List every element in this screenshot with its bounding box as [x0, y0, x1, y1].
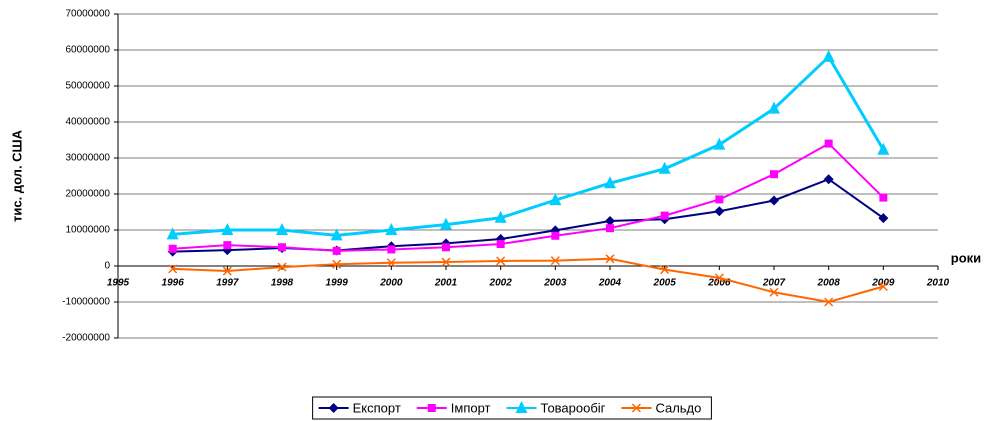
x-tick-label: 1996: [162, 278, 185, 289]
y-tick-label: 50000000: [66, 81, 111, 92]
x-tick-label: 1999: [326, 278, 349, 289]
marker: [427, 404, 436, 412]
marker: [714, 273, 724, 283]
line: [172, 142, 885, 252]
marker: [768, 101, 780, 114]
y-tick-label: 60000000: [66, 45, 111, 56]
marker: [494, 210, 507, 223]
x-tick-label: 2004: [598, 278, 622, 289]
marker: [440, 217, 452, 230]
series: [168, 254, 888, 307]
legend-item: Сальдо: [621, 400, 701, 415]
marker: [878, 281, 888, 292]
marker: [549, 193, 562, 206]
legend-item: Імпорт: [416, 400, 491, 415]
marker: [496, 240, 505, 249]
legend-label: Експорт: [353, 400, 401, 415]
marker: [223, 241, 232, 250]
series: [167, 174, 889, 257]
marker: [822, 49, 835, 62]
y-tick-label: -20000000: [62, 333, 110, 344]
marker: [332, 259, 342, 269]
marker: [278, 243, 286, 252]
marker: [604, 176, 616, 189]
marker: [605, 216, 615, 226]
marker: [386, 258, 396, 268]
marker: [515, 401, 528, 413]
x-tick-label: 2000: [379, 278, 403, 289]
legend-item: Експорт: [318, 400, 401, 415]
marker: [168, 244, 177, 253]
y-tick-label: 10000000: [66, 225, 111, 236]
marker: [442, 243, 450, 252]
marker: [332, 246, 341, 255]
marker: [606, 224, 614, 233]
marker: [660, 265, 670, 275]
x-tick-label: 2003: [543, 278, 567, 289]
marker: [714, 206, 725, 217]
marker: [658, 161, 671, 174]
y-tick-label: 0: [104, 261, 110, 272]
marker: [441, 257, 451, 267]
legend: Експорт Імпорт Товарообіг Сальдо: [312, 396, 712, 420]
marker: [631, 403, 641, 413]
x-tick-label: 2008: [817, 278, 841, 289]
y-tick-label: 20000000: [66, 189, 111, 200]
x-tick-label: 2005: [653, 278, 677, 289]
marker: [824, 297, 834, 307]
marker: [385, 223, 398, 235]
x-tick-label: 2002: [489, 278, 513, 289]
marker: [824, 139, 833, 148]
x-axis-label: роки: [951, 250, 981, 265]
marker: [277, 262, 287, 272]
x-tick-label: 2001: [434, 278, 458, 289]
x-tick-label: 2007: [762, 278, 786, 289]
marker: [166, 227, 179, 240]
legend-item: Товарообіг: [506, 400, 606, 415]
x-tick-label: 2010: [926, 278, 950, 289]
marker: [550, 256, 560, 266]
x-tick-label: 2006: [707, 278, 731, 289]
marker: [769, 195, 779, 206]
marker: [551, 231, 560, 240]
marker: [221, 223, 234, 235]
marker: [168, 264, 178, 274]
legend-label: Імпорт: [451, 400, 491, 415]
marker: [222, 266, 232, 276]
legend-label: Сальдо: [655, 400, 701, 415]
marker: [878, 213, 889, 224]
line: [172, 257, 884, 304]
marker: [605, 254, 615, 264]
marker: [276, 223, 288, 235]
marker: [496, 256, 506, 266]
series: [166, 49, 890, 241]
legend-label: Товарообіг: [541, 400, 606, 415]
marker: [770, 170, 778, 179]
marker: [823, 174, 834, 185]
marker: [879, 193, 888, 202]
series: [168, 139, 888, 255]
marker: [769, 287, 779, 297]
line: [172, 54, 885, 237]
marker: [660, 211, 669, 220]
y-tick-label: 40000000: [66, 117, 111, 128]
marker: [877, 142, 890, 155]
marker: [328, 403, 339, 413]
y-tick-label: 30000000: [66, 153, 111, 164]
marker: [713, 137, 726, 150]
marker: [715, 195, 724, 204]
marker: [330, 228, 343, 241]
y-axis-label: тис. дол. США: [9, 129, 24, 222]
marker: [387, 245, 396, 254]
x-tick-label: 2009: [871, 278, 895, 289]
y-tick-label: -10000000: [62, 297, 110, 308]
x-tick-label: 1998: [271, 278, 294, 289]
x-tick-label: 1997: [216, 278, 239, 289]
x-tick-label: 1995: [107, 278, 130, 289]
y-tick-label: 70000000: [66, 9, 111, 20]
